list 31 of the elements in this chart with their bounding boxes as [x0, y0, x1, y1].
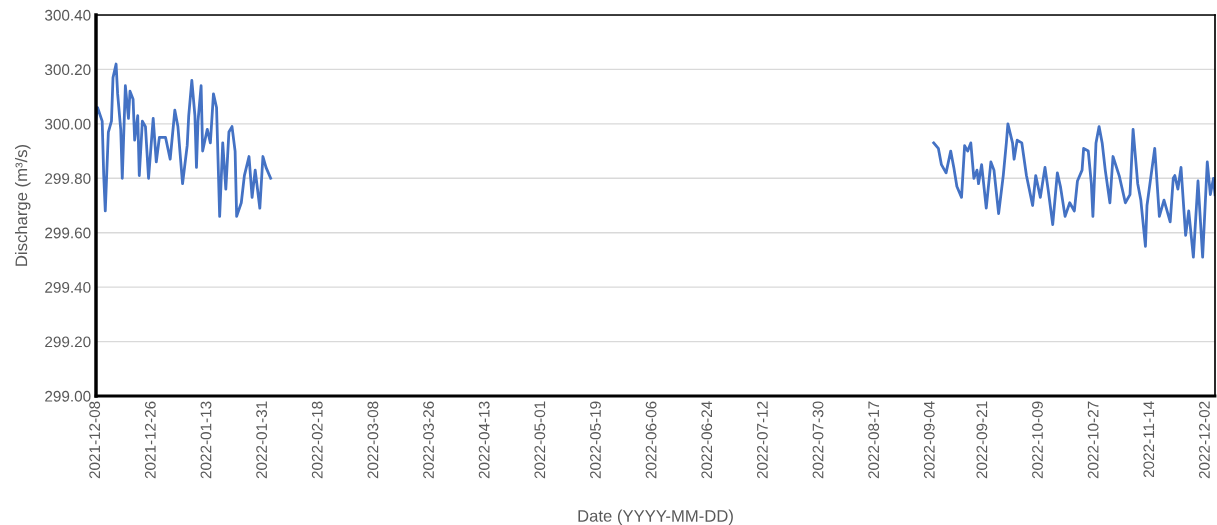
y-axis-title: Discharge (m³/s) [14, 144, 31, 266]
x-tick-label: 2022-09-04 [923, 401, 935, 479]
x-tick-label: 2022-05-19 [590, 401, 601, 479]
x-tick-label: 2022-10-09 [1032, 401, 1043, 479]
x-tick-label: 2022-06-06 [645, 401, 657, 479]
y-tick-label: 299.40 [45, 282, 91, 293]
y-tick-label: 300.00 [45, 118, 91, 130]
y-tick-label: 299.60 [45, 227, 91, 239]
x-tick-label: 2022-08-17 [868, 401, 880, 479]
x-tick-label: 2022-09-21 [976, 401, 988, 479]
x-tick-label: 2022-07-12 [756, 401, 768, 479]
y-tick-label: 299.20 [45, 336, 91, 348]
x-tick-label: 2022-06-24 [701, 401, 713, 479]
x-tick-label: 2022-12-02 [1199, 401, 1210, 479]
x-tick-label: 2022-02-18 [311, 401, 323, 479]
y-tick-label: 299.80 [45, 173, 91, 184]
x-tick-label: 2022-03-08 [367, 401, 379, 479]
x-tick-label: 2021-12-08 [89, 401, 101, 479]
x-tick-label: 2022-07-30 [812, 401, 824, 479]
y-tick-label: 300.20 [45, 64, 91, 76]
x-axis-title: Date (YYYY-MM-DD) [578, 509, 733, 525]
x-tick-label: 2022-01-13 [200, 401, 212, 479]
x-tick-label: 2022-10-27 [1087, 401, 1099, 479]
x-tick-label: 2022-11-14 [1143, 401, 1155, 478]
y-tick-label: 300.40 [45, 9, 91, 21]
y-tick-label: 299.00 [45, 390, 91, 402]
x-tick-label: 2022-01-31 [256, 401, 268, 479]
x-tick-label: 2022-03-26 [423, 401, 434, 479]
x-tick-label: 2021-12-26 [144, 401, 156, 479]
x-tick-label: 2022-04-13 [478, 401, 490, 479]
x-tick-label: 2022-05-01 [534, 401, 546, 479]
